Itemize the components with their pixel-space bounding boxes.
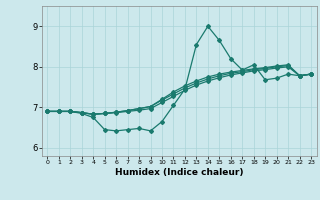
- X-axis label: Humidex (Indice chaleur): Humidex (Indice chaleur): [115, 168, 244, 177]
